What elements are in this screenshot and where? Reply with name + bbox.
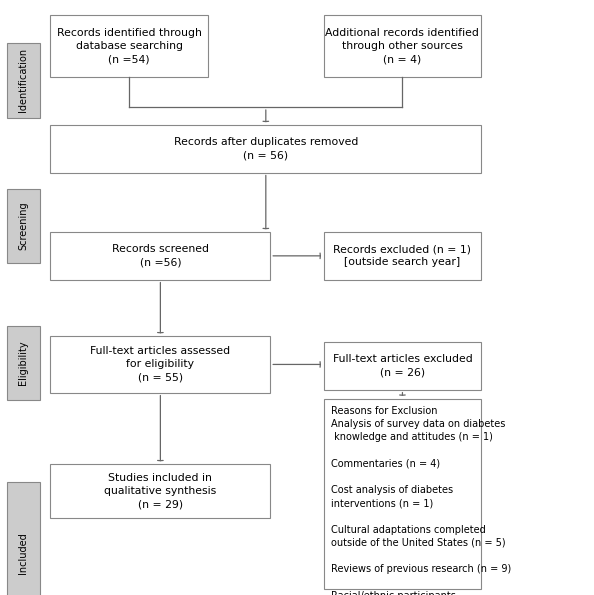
Text: Reasons for Exclusion
Analysis of survey data on diabetes
 knowledge and attitud: Reasons for Exclusion Analysis of survey… <box>331 406 511 595</box>
Bar <box>324 342 481 390</box>
Bar <box>324 232 481 280</box>
Text: Identification: Identification <box>18 48 29 112</box>
Text: Studies included in
qualitative synthesis
(n = 29): Studies included in qualitative synthesi… <box>105 472 216 509</box>
Text: Records after duplicates removed
(n = 56): Records after duplicates removed (n = 56… <box>173 137 358 160</box>
Bar <box>7 482 40 595</box>
Text: Records identified through
database searching
(n =54): Records identified through database sear… <box>57 28 201 64</box>
Text: Included: Included <box>18 533 29 574</box>
Text: Records screened
(n =56): Records screened (n =56) <box>112 245 209 267</box>
Bar <box>50 464 270 518</box>
Text: Full-text articles assessed
for eligibility
(n = 55): Full-text articles assessed for eligibil… <box>90 346 230 383</box>
Bar <box>50 15 208 77</box>
Bar <box>7 325 40 400</box>
Bar <box>50 336 270 393</box>
Bar <box>7 189 40 263</box>
Bar <box>50 125 481 173</box>
Text: Screening: Screening <box>18 202 29 250</box>
Text: Records excluded (n = 1)
[outside search year]: Records excluded (n = 1) [outside search… <box>333 245 472 267</box>
Bar <box>50 232 270 280</box>
Text: Eligibility: Eligibility <box>18 340 29 386</box>
Bar <box>324 399 481 589</box>
Bar <box>324 15 481 77</box>
Text: Additional records identified
through other sources
(n = 4): Additional records identified through ot… <box>326 28 479 64</box>
Text: Full-text articles excluded
(n = 26): Full-text articles excluded (n = 26) <box>333 355 472 377</box>
Bar <box>7 43 40 117</box>
